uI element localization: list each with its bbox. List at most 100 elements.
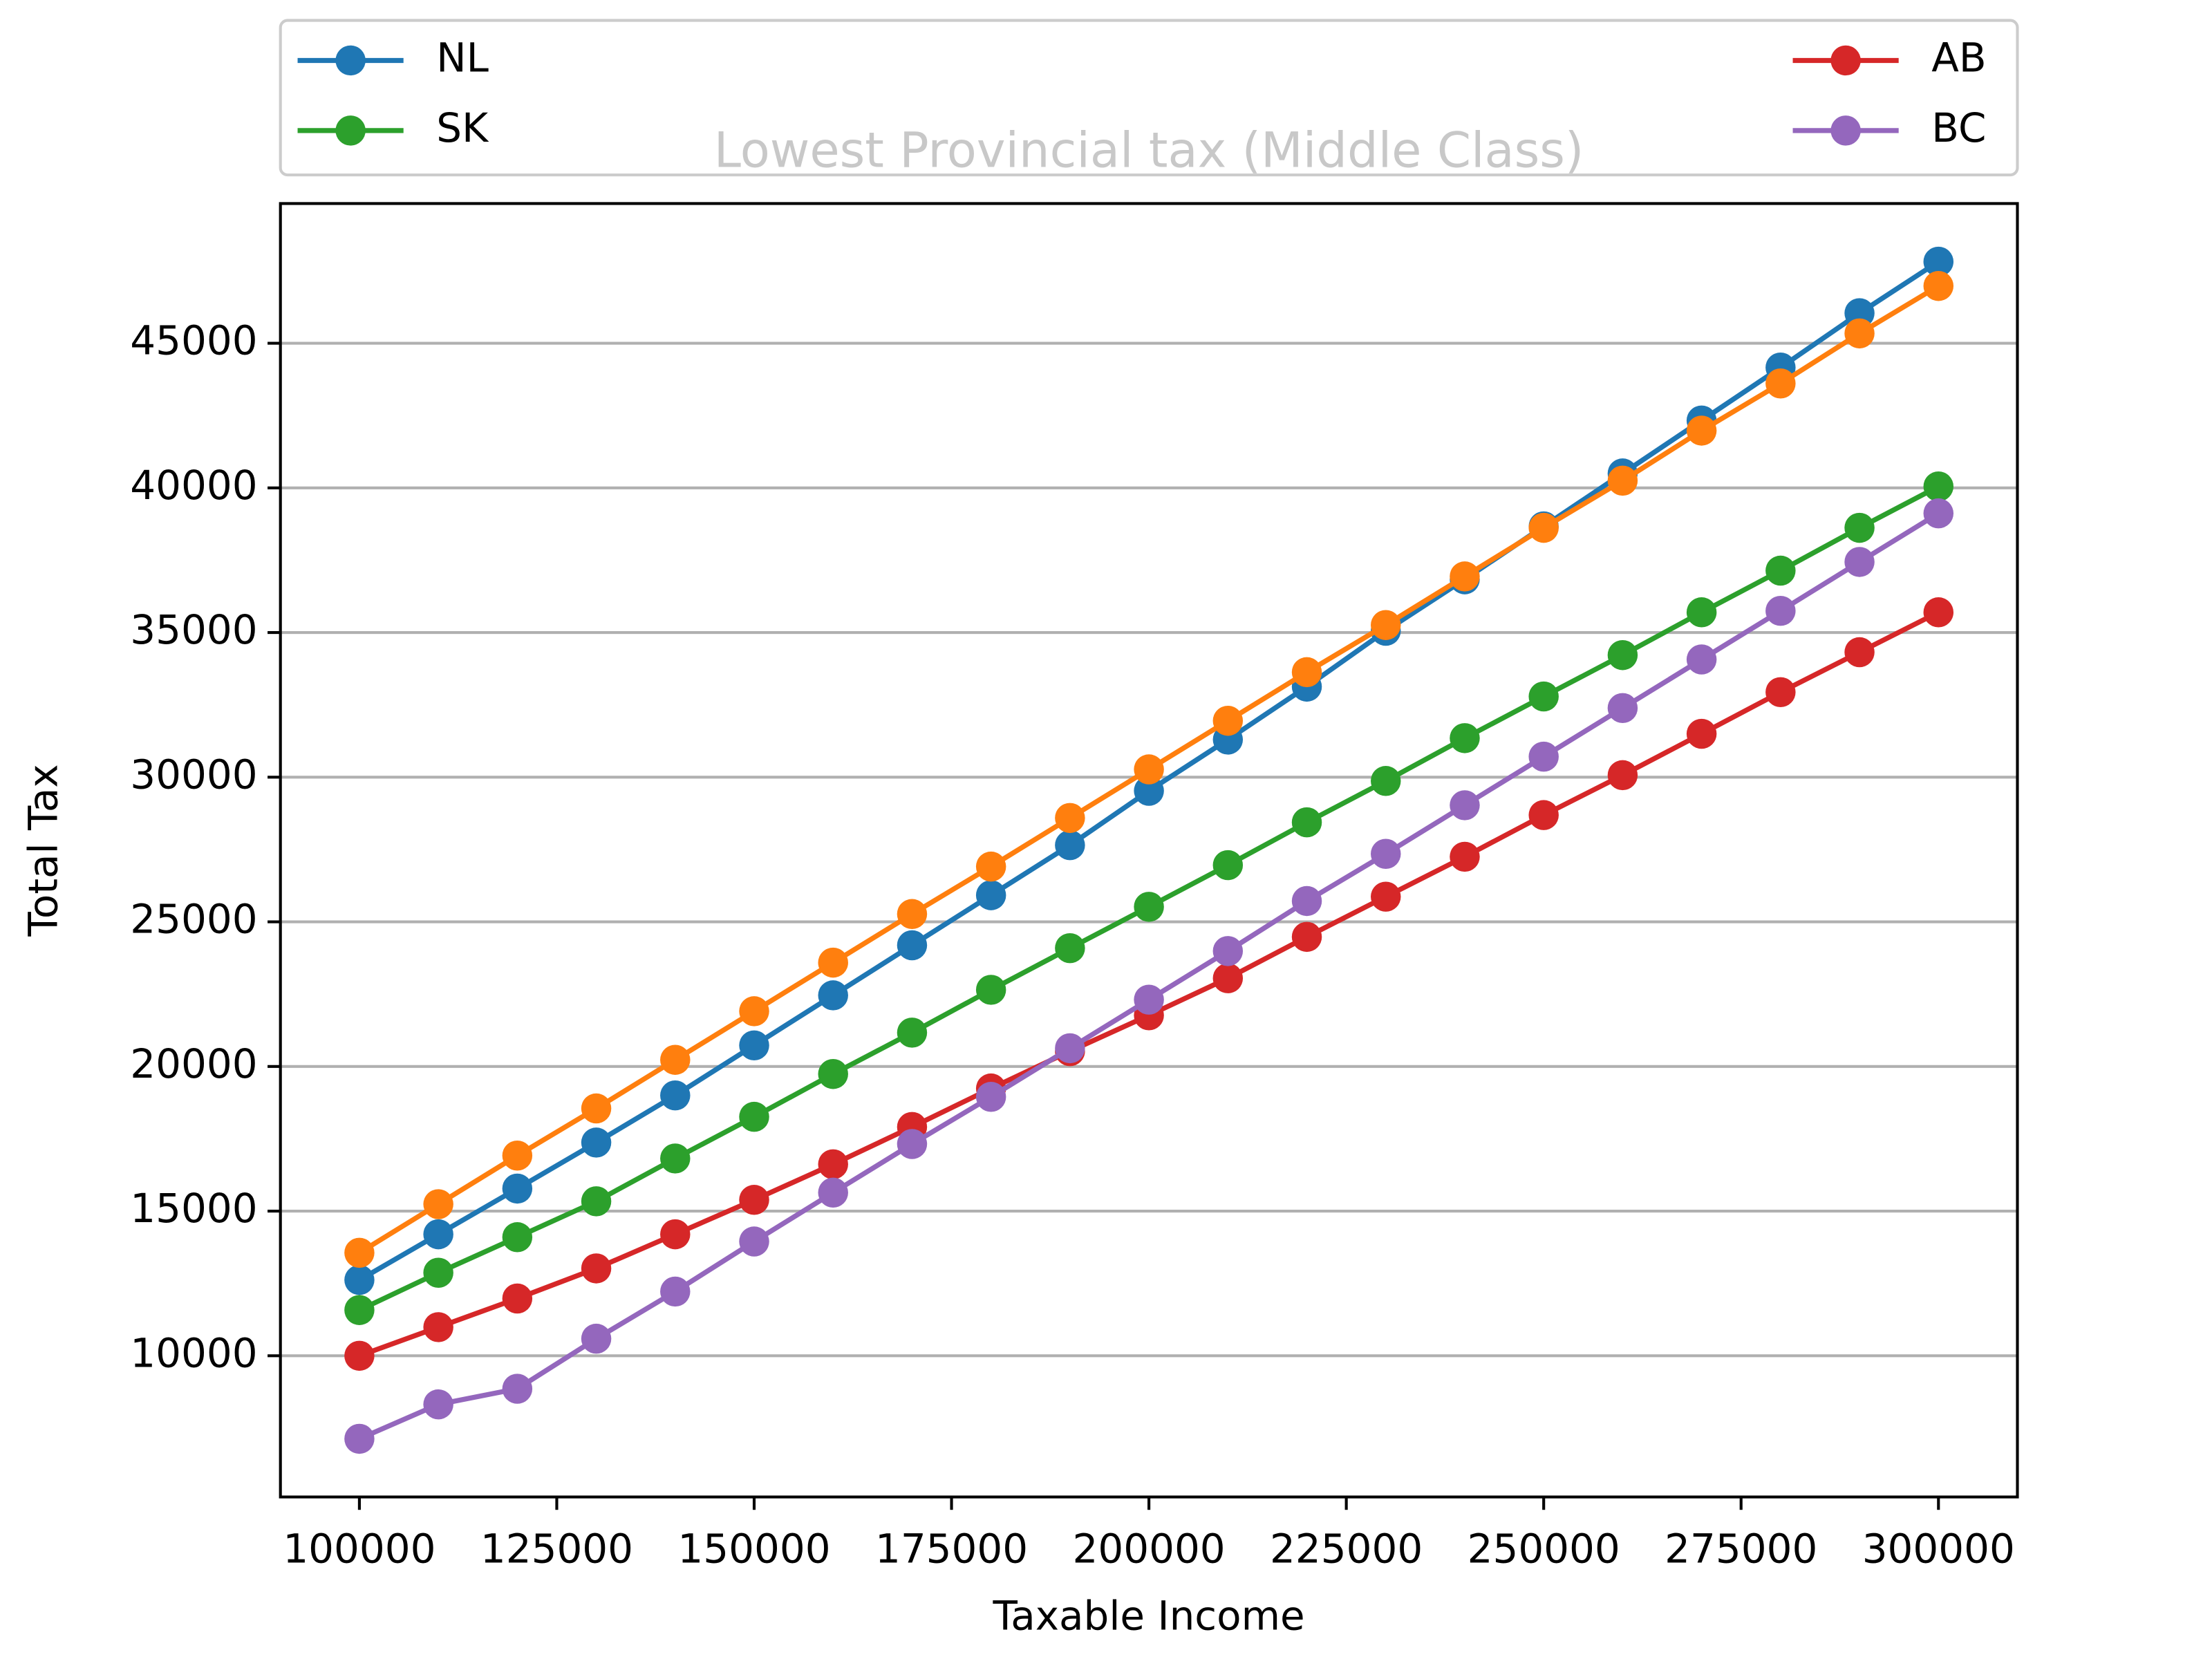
point: [1844, 637, 1875, 668]
point: [1371, 838, 1401, 869]
point: [1607, 465, 1638, 496]
point: [818, 1058, 848, 1089]
y-tick-label: 35000: [130, 606, 257, 653]
point: [1607, 693, 1638, 724]
point: [1291, 885, 1322, 917]
point: [739, 1101, 769, 1132]
point: [1055, 1033, 1085, 1064]
point: [1450, 723, 1480, 753]
legend-marker: [1830, 45, 1861, 76]
point: [1134, 754, 1164, 785]
point: [1765, 595, 1796, 626]
point: [1765, 368, 1796, 399]
point: [1923, 597, 1954, 628]
point: [1212, 850, 1244, 881]
point: [502, 1283, 533, 1314]
point: [1134, 892, 1164, 922]
x-tick-label: 100000: [283, 1525, 435, 1572]
point: [1371, 766, 1401, 796]
point: [1291, 657, 1322, 688]
point: [1528, 800, 1559, 830]
point: [739, 1226, 769, 1257]
point: [423, 1219, 453, 1250]
point: [1371, 610, 1401, 640]
point: [660, 1219, 691, 1250]
point: [818, 1177, 848, 1208]
point: [739, 1185, 769, 1215]
legend-label: AB: [1931, 35, 1986, 82]
x-tick-label: 225000: [1270, 1525, 1423, 1572]
point: [1212, 936, 1244, 966]
point: [502, 1374, 533, 1404]
point: [975, 880, 1006, 910]
point: [344, 1423, 375, 1454]
point: [1450, 561, 1480, 592]
x-tick-label: 175000: [875, 1525, 1028, 1572]
point: [423, 1312, 453, 1342]
point: [1923, 471, 1954, 502]
point: [423, 1189, 453, 1219]
point: [1528, 681, 1559, 712]
x-tick-label: 125000: [480, 1525, 633, 1572]
point: [344, 1237, 375, 1268]
point: [975, 975, 1006, 1005]
point: [1923, 498, 1954, 529]
point: [818, 1149, 848, 1180]
y-tick-label: 30000: [130, 751, 257, 798]
point: [502, 1141, 533, 1171]
point: [1291, 921, 1322, 953]
point: [897, 1129, 928, 1159]
point: [818, 980, 848, 1011]
y-tick-label: 45000: [130, 317, 257, 364]
point: [344, 1295, 375, 1325]
x-tick-label: 300000: [1862, 1525, 2015, 1572]
y-axis-label: Total Tax: [19, 764, 66, 937]
point: [1371, 881, 1401, 912]
point: [1844, 547, 1875, 577]
point: [1844, 512, 1875, 543]
y-tick-label: 25000: [130, 896, 257, 943]
point: [502, 1222, 533, 1253]
point: [581, 1323, 612, 1354]
point: [1686, 415, 1717, 446]
y-tick-label: 40000: [130, 462, 257, 509]
point: [1055, 830, 1085, 861]
point: [739, 1030, 769, 1061]
x-tick-label: 200000: [1073, 1525, 1226, 1572]
point: [344, 1264, 375, 1295]
legend-label: SK: [436, 104, 489, 151]
point: [1686, 644, 1717, 675]
point: [897, 930, 928, 961]
point: [1055, 932, 1085, 964]
legend-marker: [335, 115, 366, 146]
point: [1450, 841, 1480, 872]
point: [1528, 512, 1559, 543]
point: [1212, 963, 1244, 993]
point: [1055, 803, 1085, 834]
x-tick-label: 250000: [1468, 1525, 1620, 1572]
point: [581, 1253, 612, 1284]
point: [818, 947, 848, 978]
point: [975, 851, 1006, 882]
point: [423, 1389, 453, 1420]
legend-box: [279, 19, 2019, 177]
point: [1844, 318, 1875, 349]
point: [1765, 677, 1796, 708]
y-tick-label: 15000: [130, 1185, 257, 1232]
point: [1607, 639, 1638, 671]
plot-frame: [279, 202, 2019, 1499]
point: [660, 1276, 691, 1307]
point: [344, 1340, 375, 1371]
chart-title: Lowest Provincial tax (Middle Class): [714, 122, 1584, 179]
point: [660, 1080, 691, 1111]
point: [1134, 776, 1164, 806]
y-tick-label: 10000: [130, 1329, 257, 1376]
point: [581, 1093, 612, 1124]
point: [1923, 246, 1954, 277]
point: [502, 1173, 533, 1204]
point: [423, 1257, 453, 1288]
point: [1134, 984, 1164, 1015]
point: [1212, 705, 1244, 736]
